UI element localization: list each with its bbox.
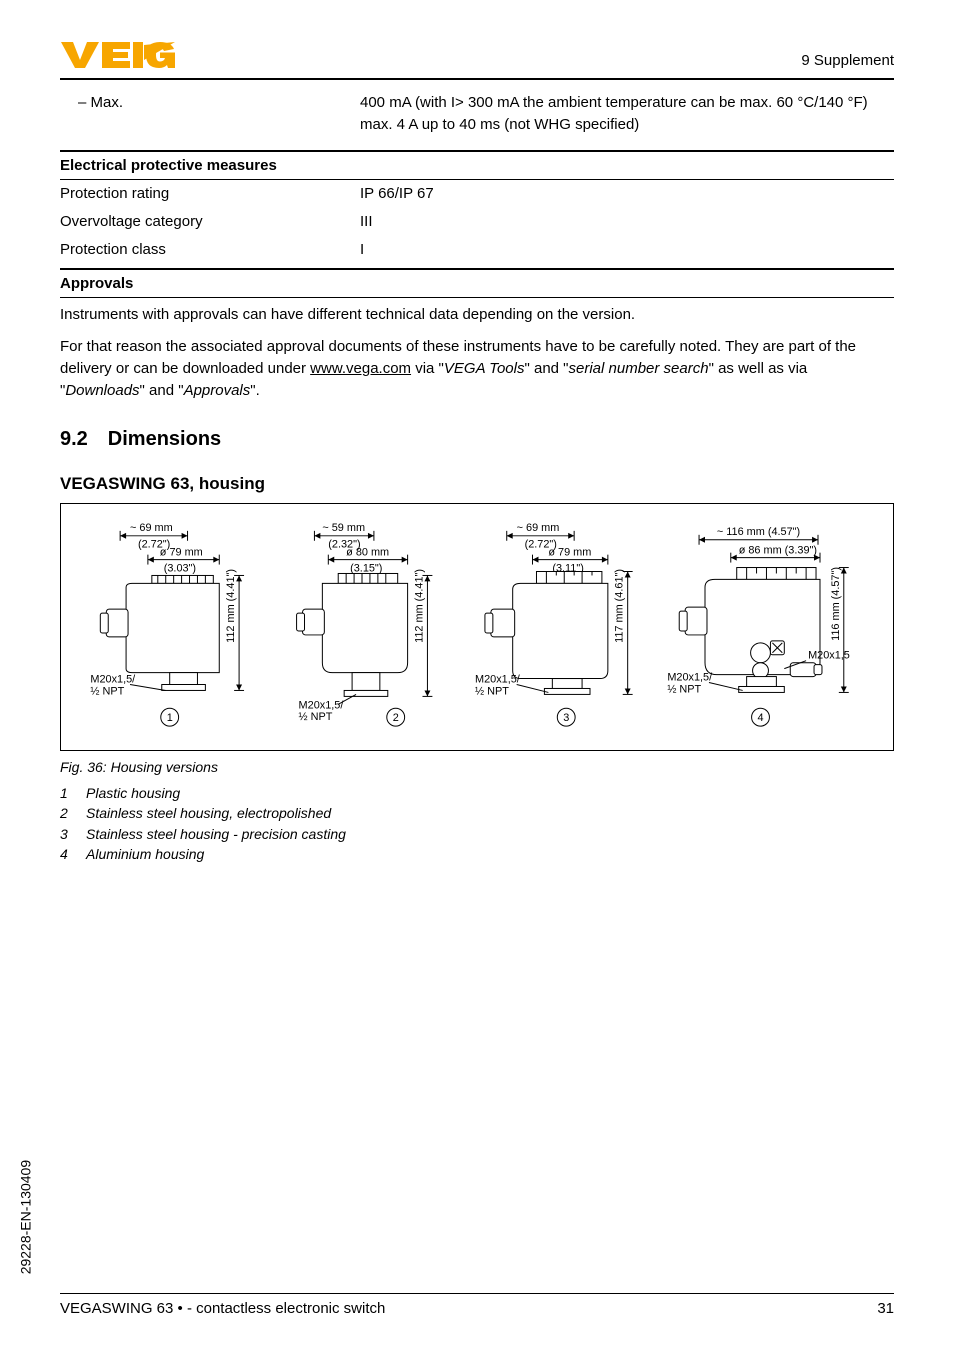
max-spec-row: – Max. 400 mA (with I> 300 mA the ambien… [60,92,894,136]
svg-text:(3.03"): (3.03") [164,562,196,574]
svg-text:M20x1,5/: M20x1,5/ [667,671,713,683]
svg-text:(3.15"): (3.15") [350,562,382,574]
svg-text:ø 80 mm: ø 80 mm [346,547,389,559]
epm-label: Overvoltage category [60,211,360,233]
doc-id: 29228-EN-130409 [16,1160,36,1274]
epm-title: Electrical protective measures [60,152,894,180]
figure-caption: Fig. 36: Housing versions [60,757,894,777]
epm-row: Protection rating IP 66/IP 67 [60,180,894,208]
page-footer: VEGASWING 63 • - contactless electronic … [60,1293,894,1320]
housing-svg: ~ 69 mm (2.72") ø 79 mm (3.03") [69,514,885,742]
svg-text:117 mm (4.61"): 117 mm (4.61") [614,569,626,643]
svg-text:2: 2 [393,712,399,724]
svg-text:M20x1,5/: M20x1,5/ [299,699,345,711]
figure-legend: 1Plastic housing 2Stainless steel housin… [60,783,894,864]
housing-subheading: VEGASWING 63, housing [60,472,894,497]
epm-value: III [360,211,894,233]
approvals-p2: For that reason the associated approval … [60,336,894,401]
epm-label: Protection class [60,239,360,261]
epm-label: Protection rating [60,183,360,205]
fig-item: Aluminium housing [86,844,204,864]
svg-text:~ 59 mm: ~ 59 mm [322,522,365,534]
footer-left: VEGASWING 63 • - contactless electronic … [60,1298,385,1320]
epm-row: Overvoltage category III [60,208,894,236]
svg-text:ø 86 mm (3.39"): ø 86 mm (3.39") [739,545,817,557]
svg-text:~ 69 mm: ~ 69 mm [517,522,560,534]
max-label: – Max. [60,92,360,136]
svg-text:112 mm (4.41"): 112 mm (4.41") [413,569,425,643]
txt: " and " [525,360,569,377]
svg-text:ø 79 mm: ø 79 mm [160,547,203,559]
approvals-title: Approvals [60,270,894,298]
fig-num: 2 [60,803,86,823]
epm-section: Electrical protective measures Protectio… [60,150,894,299]
svg-text:1: 1 [167,712,173,724]
fig-item: Plastic housing [86,783,180,803]
svg-text:½ NPT: ½ NPT [299,711,333,723]
svg-text:112 mm (4.41"): 112 mm (4.41") [225,569,237,643]
epm-value: IP 66/IP 67 [360,183,894,205]
chapter-label: 9 Supplement [801,50,894,74]
txt: " and " [140,382,184,399]
svg-text:½ NPT: ½ NPT [667,683,701,695]
svg-text:~ 116 mm (4.57"): ~ 116 mm (4.57") [717,526,800,538]
vega-logo [60,40,180,74]
txt: VEGA Tools [444,360,525,377]
txt: via " [411,360,444,377]
dimensions-heading: 9.2 Dimensions [60,425,894,454]
svg-text:4: 4 [758,712,764,724]
txt: serial number search [569,360,709,377]
fig-item: Stainless steel housing - precision cast… [86,824,346,844]
txt: Approvals [184,382,251,399]
svg-text:116 mm (4.57"): 116 mm (4.57") [830,567,842,641]
svg-text:~ 69 mm: ~ 69 mm [130,522,173,534]
page-header: 9 Supplement [60,40,894,80]
svg-text:ø 79 mm: ø 79 mm [548,547,591,559]
svg-text:M20x1,5/: M20x1,5/ [475,673,521,685]
svg-text:M20x1,5: M20x1,5 [808,650,850,662]
svg-text:M20x1,5/: M20x1,5/ [90,673,136,685]
svg-text:½ NPT: ½ NPT [475,685,509,697]
fig-item: Stainless steel housing, electropolished [86,803,331,823]
txt: ". [250,382,260,399]
svg-text:½ NPT: ½ NPT [90,685,124,697]
epm-row: Protection class I [60,236,894,264]
svg-text:3: 3 [563,712,569,724]
txt: Downloads [65,382,139,399]
max-value: 400 mA (with I> 300 mA the ambient tempe… [360,92,894,136]
fig-num: 3 [60,824,86,844]
footer-page: 31 [877,1298,894,1320]
approvals-p1: Instruments with approvals can have diff… [60,304,894,326]
housing-figure: ~ 69 mm (2.72") ø 79 mm (3.03") [60,503,894,751]
fig-num: 4 [60,844,86,864]
epm-value: I [360,239,894,261]
vega-link[interactable]: www.vega.com [310,360,411,377]
fig-num: 1 [60,783,86,803]
